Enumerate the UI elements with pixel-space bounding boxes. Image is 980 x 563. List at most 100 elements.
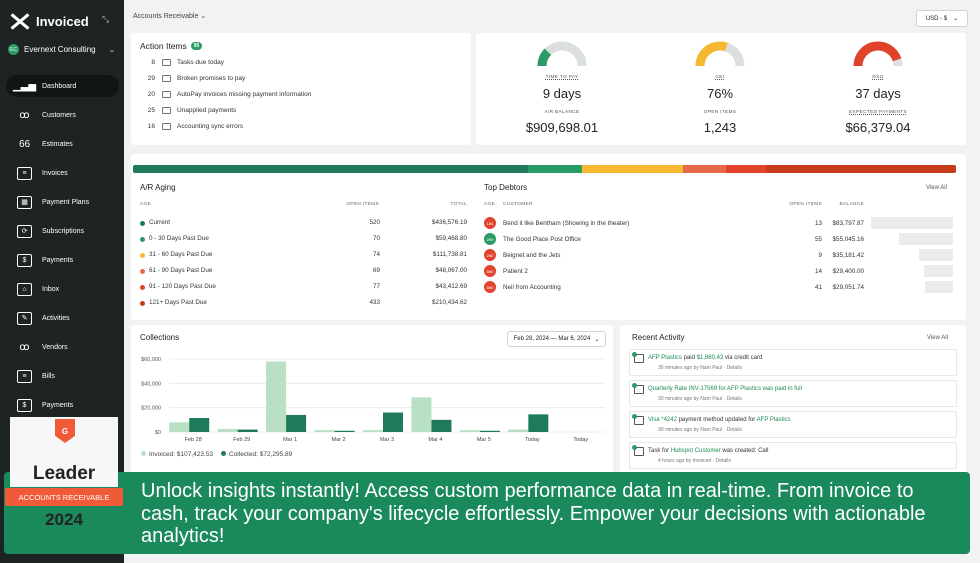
collapse-icon[interactable]: ⤡ <box>102 14 110 24</box>
bar-collected[interactable] <box>334 430 355 432</box>
debtor-customer[interactable]: The Good Place Post Office <box>503 236 581 243</box>
company-switcher[interactable]: EC Evernext Consulting ⌄ <box>8 44 115 55</box>
aging-bar-segment[interactable] <box>765 165 956 173</box>
debtor-age-badge: 880 <box>484 281 496 293</box>
debtor-customer[interactable]: Neil from Accounting <box>503 284 561 291</box>
sidebar-item-invoices[interactable]: ≡ Invoices <box>6 162 119 184</box>
debtor-age-badge: 260 <box>484 249 496 261</box>
aging-row[interactable]: 121+ Days Past Due 433 $210,434.62 <box>140 299 467 309</box>
kpi-label[interactable]: DSO <box>872 75 884 80</box>
bar-invoiced[interactable] <box>266 361 287 432</box>
action-item-label: Unapplied payments <box>177 107 237 114</box>
bar-collected[interactable] <box>479 430 500 432</box>
debtor-row[interactable]: 259 The Good Place Post Office 55 $55,045.1… <box>484 233 956 245</box>
sidebar-item-payments[interactable]: $ Payments <box>6 249 119 271</box>
activity-message: Quarterly Rate INV-17569 for AFP Plastic… <box>648 386 802 392</box>
bar-collected[interactable] <box>286 414 307 432</box>
x-tick-label: Mar 1 <box>283 437 297 443</box>
debtor-balance-bar <box>871 265 953 277</box>
kpi-label[interactable]: TIME TO PAY <box>545 75 579 80</box>
bills-icon: ≡ <box>17 369 32 383</box>
activity-link[interactable]: AFP Plastics <box>756 417 791 423</box>
action-item-count: 16 <box>147 123 155 130</box>
aging-bar-segment[interactable] <box>133 165 528 173</box>
debtor-row[interactable]: 880 Patient 2 14 $29,400.00 <box>484 265 956 277</box>
aging-row[interactable]: 0 - 30 Days Past Due 70 $59,468.80 <box>140 235 467 245</box>
kpi-label[interactable]: CEI <box>715 75 725 80</box>
debtor-row[interactable]: 880 Neil from Accounting 41 $29,051.74 <box>484 281 956 293</box>
activity-link[interactable]: Quarterly Rate INV-17569 for AFP Plastic… <box>648 386 802 392</box>
date-range-picker[interactable]: Feb 28, 2024 — Mar 6, 2024 ⌄ <box>507 331 606 347</box>
activity-link[interactable]: Visa *4242 <box>648 417 677 423</box>
activity-item[interactable]: Quarterly Rate INV-17569 for AFP Plastic… <box>629 380 957 407</box>
sidebar-item-payment-plans[interactable]: ▦ Payment Plans <box>6 191 119 213</box>
sidebar-item-dashboard[interactable]: ▁▃▅ Dashboard <box>6 75 119 97</box>
bar-collected[interactable] <box>431 419 452 432</box>
action-item[interactable]: 29 Broken promises to pay <box>141 75 245 82</box>
debtor-row[interactable]: 184 Bend it like Bentham (Showing in the … <box>484 217 956 229</box>
aging-bar-segment[interactable] <box>581 165 683 173</box>
sidebar-item-subscriptions[interactable]: ⟳ Subscriptions <box>6 220 119 242</box>
aging-bar-segment[interactable] <box>527 165 582 173</box>
bar-invoiced[interactable] <box>314 430 335 432</box>
aging-bar-segment[interactable] <box>682 165 727 173</box>
legend-swatch <box>221 451 226 456</box>
bar-invoiced[interactable] <box>169 422 190 432</box>
bar-collected[interactable] <box>528 414 549 432</box>
inbox-icon: ⌂ <box>17 282 32 296</box>
top-debtors-view-all[interactable]: View All <box>926 185 947 191</box>
sidebar-item-bills[interactable]: ≡ Bills <box>6 365 119 387</box>
aging-label: 121+ Days Past Due <box>149 299 207 306</box>
sidebar-item-payments[interactable]: $ Payments <box>6 394 119 416</box>
aging-open-items: 433 <box>369 299 380 306</box>
action-item[interactable]: 25 Unapplied payments <box>141 107 236 114</box>
activity-item[interactable]: AFP Plastics paid $1,860.43 via credit c… <box>629 349 957 376</box>
customers-icon: ꝏ <box>19 109 30 121</box>
aging-row[interactable]: 31 - 60 Days Past Due 74 $111,738.81 <box>140 251 467 261</box>
aging-row[interactable]: 91 - 120 Days Past Due 77 $43,412.69 <box>140 283 467 293</box>
sidebar-item-estimates[interactable]: 66 Estimates <box>6 133 119 155</box>
bar-collected[interactable] <box>189 418 210 432</box>
bar-invoiced[interactable] <box>508 429 529 432</box>
bar-invoiced[interactable] <box>459 430 480 432</box>
activity-item[interactable]: Task for Hubspot Customer was created: C… <box>629 442 957 469</box>
top-bar: Accounts Receivable ⌄ USD - $ ⌄ <box>124 0 980 32</box>
debtor-row[interactable]: 260 Beignet and the Jets 9 $35,181.42 <box>484 249 956 261</box>
debtor-balance-fill <box>918 249 953 261</box>
activity-link[interactable]: $1,860.43 <box>696 355 724 361</box>
activity-item[interactable]: Visa *4242 payment method updated for AF… <box>629 411 957 438</box>
sidebar-item-inbox[interactable]: ⌂ Inbox <box>6 278 119 300</box>
bar-invoiced[interactable] <box>411 397 432 432</box>
sidebar-item-label: Dashboard <box>42 82 77 90</box>
aging-row[interactable]: 61 - 90 Days Past Due 69 $48,067.00 <box>140 267 467 277</box>
bar-collected[interactable] <box>237 429 258 432</box>
activity-icon <box>632 414 644 425</box>
currency-select[interactable]: USD - $ ⌄ <box>916 10 968 27</box>
aging-row[interactable]: Current 520 $436,576.19 <box>140 219 467 229</box>
debtor-customer[interactable]: Bend it like Bentham (Showing in the the… <box>503 220 630 227</box>
bar-invoiced[interactable] <box>217 428 238 432</box>
module-dropdown[interactable]: Accounts Receivable ⌄ <box>133 12 206 20</box>
debtor-customer[interactable]: Beignet and the Jets <box>503 252 561 259</box>
debtor-customer[interactable]: Patient 2 <box>503 268 528 275</box>
bar-collected[interactable] <box>383 412 403 432</box>
action-items-card: Action Items 95 8 Tasks due today 29 Broken… <box>131 33 471 145</box>
activity-link[interactable]: AFP Plastics <box>648 355 682 361</box>
recent-activity-view-all[interactable]: View All <box>927 335 948 341</box>
action-item-count: 25 <box>147 107 155 114</box>
action-item[interactable]: 20 AutoPay invoices missing payment infor… <box>141 91 311 98</box>
sidebar-item-activities[interactable]: ✎ Activities <box>6 307 119 329</box>
activity-message: Visa *4242 payment method updated for AF… <box>648 417 791 423</box>
debtor-open-items: 41 <box>814 284 822 291</box>
currency-value: USD - $ <box>925 15 948 22</box>
bar-invoiced[interactable] <box>363 430 383 432</box>
activity-link[interactable]: Hubspot Customer <box>670 448 721 454</box>
action-item[interactable]: 8 Tasks due today <box>141 59 224 66</box>
sidebar-item-vendors[interactable]: ꝏ Vendors <box>6 336 119 358</box>
app-logo[interactable]: Invoiced <box>10 12 89 30</box>
sidebar-item-customers[interactable]: ꝏ Customers <box>6 104 119 126</box>
sidebar-item-label: Customers <box>42 111 76 119</box>
aging-bar-segment[interactable] <box>726 165 766 173</box>
sidebar-item-label: Invoices <box>42 169 68 177</box>
action-item[interactable]: 16 Accounting sync errors <box>141 123 243 130</box>
